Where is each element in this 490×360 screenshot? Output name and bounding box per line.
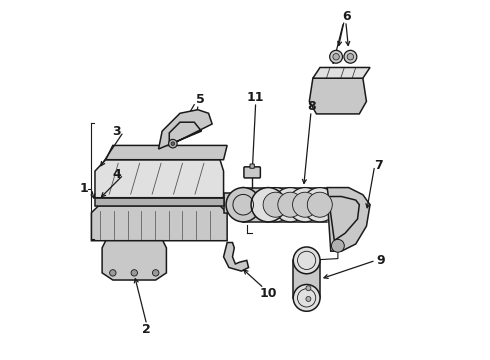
Polygon shape	[327, 188, 370, 251]
Circle shape	[293, 284, 320, 311]
Polygon shape	[92, 206, 227, 241]
Circle shape	[171, 142, 174, 145]
Text: 2: 2	[143, 323, 151, 336]
Polygon shape	[223, 243, 248, 271]
Text: 3: 3	[112, 125, 121, 138]
Circle shape	[293, 192, 318, 217]
Text: 10: 10	[260, 287, 277, 300]
Polygon shape	[159, 110, 212, 149]
Polygon shape	[309, 78, 367, 114]
Circle shape	[303, 188, 337, 222]
Circle shape	[226, 188, 260, 222]
Circle shape	[307, 192, 332, 217]
Text: 7: 7	[374, 159, 383, 172]
Polygon shape	[313, 67, 370, 78]
FancyBboxPatch shape	[223, 193, 238, 213]
Circle shape	[251, 188, 285, 222]
Circle shape	[331, 239, 344, 252]
Circle shape	[258, 188, 293, 222]
Circle shape	[169, 139, 177, 148]
FancyBboxPatch shape	[244, 167, 260, 178]
Text: 4: 4	[112, 168, 121, 181]
Circle shape	[152, 270, 159, 276]
FancyBboxPatch shape	[293, 260, 320, 298]
Text: 11: 11	[247, 91, 265, 104]
Circle shape	[263, 192, 288, 217]
Polygon shape	[102, 241, 167, 280]
Circle shape	[288, 188, 322, 222]
Text: 8: 8	[307, 100, 316, 113]
Text: 1: 1	[79, 183, 88, 195]
FancyBboxPatch shape	[250, 164, 254, 168]
Polygon shape	[106, 145, 227, 160]
Circle shape	[278, 192, 303, 217]
Text: 5: 5	[196, 93, 205, 106]
Text: 6: 6	[343, 10, 351, 23]
FancyBboxPatch shape	[95, 198, 223, 206]
Circle shape	[273, 188, 307, 222]
Circle shape	[330, 50, 343, 63]
FancyBboxPatch shape	[243, 188, 268, 222]
Circle shape	[306, 296, 311, 301]
Circle shape	[293, 247, 320, 274]
Circle shape	[344, 50, 357, 63]
Text: 9: 9	[376, 254, 385, 267]
Circle shape	[110, 270, 116, 276]
Circle shape	[347, 54, 354, 60]
Circle shape	[131, 270, 138, 276]
Polygon shape	[95, 160, 223, 198]
Circle shape	[306, 286, 311, 291]
Circle shape	[333, 54, 339, 60]
